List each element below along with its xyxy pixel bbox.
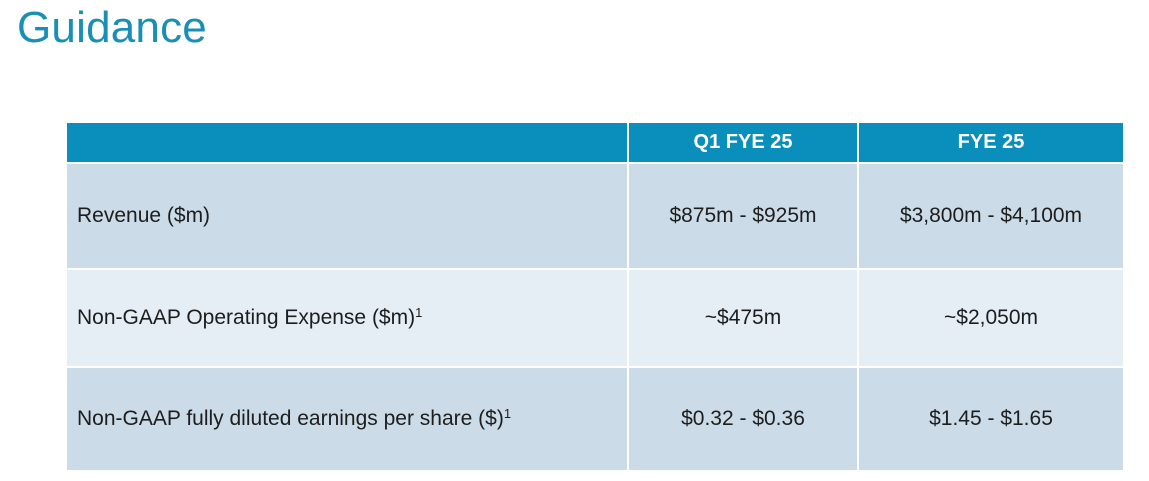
page-title: Guidance	[17, 3, 207, 52]
opex-q1-value: ~$475m	[627, 268, 859, 368]
footnote-marker: 1	[503, 406, 512, 421]
row-label-text: Revenue ($m)	[77, 204, 211, 227]
eps-fy-value: $1.45 - $1.65	[857, 366, 1125, 472]
revenue-q1-value: $875m - $925m	[627, 162, 859, 270]
table-row: Non-GAAP fully diluted earnings per shar…	[65, 366, 1125, 472]
table-row: Non-GAAP Operating Expense ($m)1 ~$475m …	[65, 268, 1125, 368]
revenue-fy-value: $3,800m - $4,100m	[857, 162, 1125, 270]
eps-q1-value: $0.32 - $0.36	[627, 366, 859, 472]
header-q1-fye25: Q1 FYE 25	[627, 121, 859, 164]
table-header-row: Q1 FYE 25 FYE 25	[65, 121, 1125, 164]
footnote-marker: 1	[415, 305, 423, 320]
header-fye25: FYE 25	[857, 121, 1125, 164]
row-label-text: Non-GAAP Operating Expense ($m)	[77, 306, 416, 329]
row-label-revenue: Revenue ($m)	[65, 162, 629, 270]
opex-fy-value: ~$2,050m	[857, 268, 1125, 368]
header-metric	[65, 121, 629, 164]
row-label-text: Non-GAAP fully diluted earnings per shar…	[77, 407, 504, 430]
row-label-eps: Non-GAAP fully diluted earnings per shar…	[65, 366, 629, 472]
table-row: Revenue ($m) $875m - $925m $3,800m - $4,…	[65, 162, 1125, 270]
row-label-opex: Non-GAAP Operating Expense ($m)1	[65, 268, 629, 368]
guidance-table: Q1 FYE 25 FYE 25 Revenue ($m) $875m - $9…	[65, 121, 1125, 472]
